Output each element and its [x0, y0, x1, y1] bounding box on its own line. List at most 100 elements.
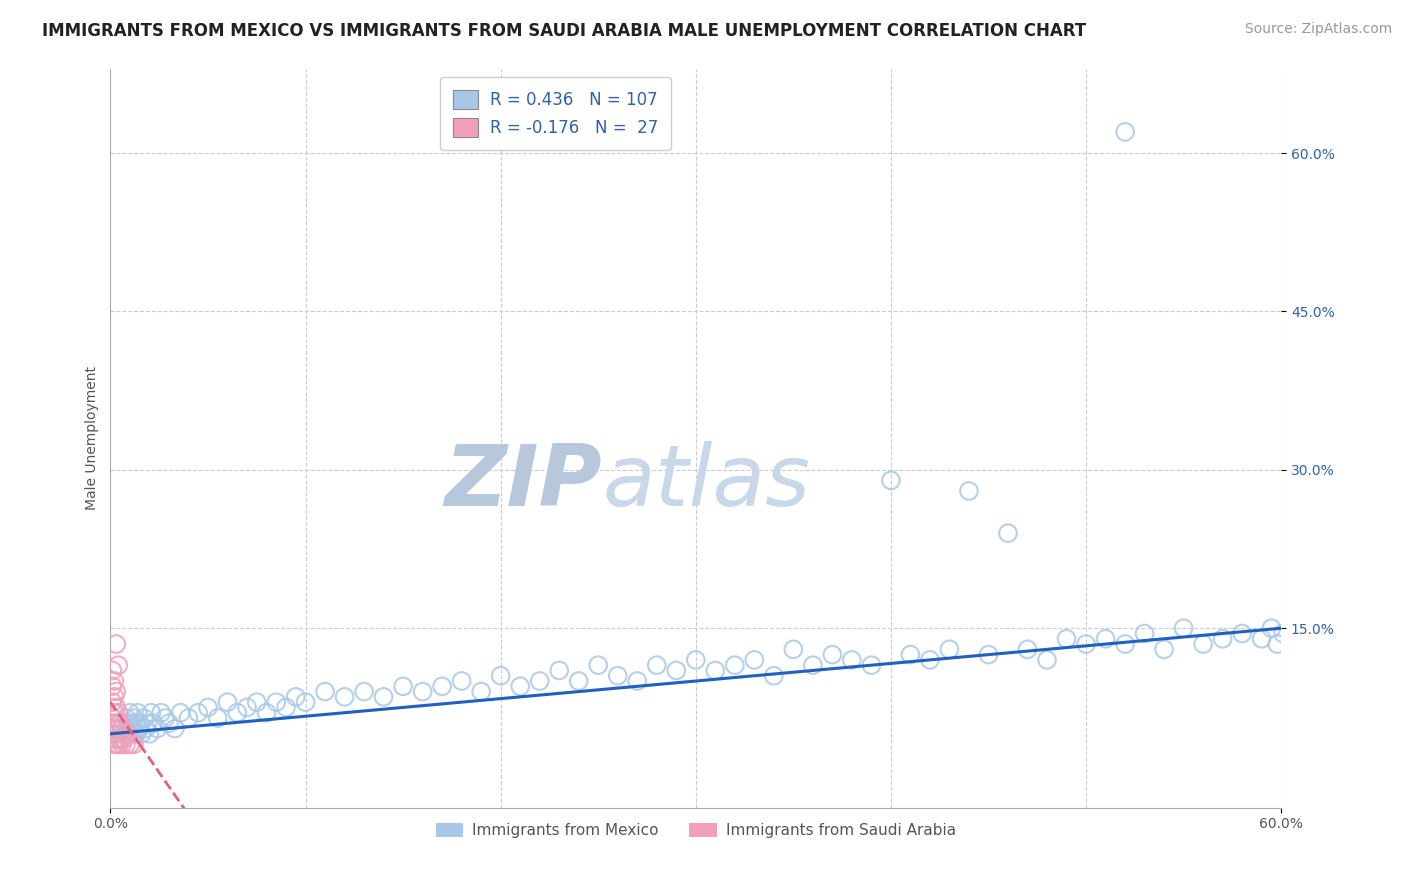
Point [704, 664, 727, 678]
Text: atlas: atlas [602, 441, 810, 524]
Point [1272, 626, 1295, 640]
Point [118, 727, 141, 741]
Point [115, 738, 138, 752]
Point [1114, 637, 1136, 651]
Point [353, 684, 375, 698]
Point [1056, 632, 1078, 646]
Point [1153, 642, 1175, 657]
Point [450, 673, 472, 688]
Point [101, 727, 124, 741]
Point [217, 695, 239, 709]
Point [586, 658, 609, 673]
Point [841, 653, 863, 667]
Legend: Immigrants from Mexico, Immigrants from Saudi Arabia: Immigrants from Mexico, Immigrants from … [429, 817, 962, 845]
Point [105, 732, 128, 747]
Point [264, 695, 287, 709]
Point [121, 722, 143, 736]
Point [430, 679, 453, 693]
Point [284, 690, 307, 704]
Point [108, 732, 131, 747]
Point [141, 706, 163, 720]
Point [127, 722, 149, 736]
Point [122, 727, 145, 741]
Point [122, 738, 145, 752]
Point [157, 716, 180, 731]
Point [256, 706, 278, 720]
Point [548, 664, 571, 678]
Point [1192, 637, 1215, 651]
Point [744, 653, 766, 667]
Point [103, 673, 125, 688]
Point [103, 722, 125, 736]
Point [105, 700, 128, 714]
Point [125, 727, 148, 741]
Point [997, 526, 1019, 541]
Point [150, 706, 173, 720]
Point [153, 711, 176, 725]
Point [606, 669, 628, 683]
Point [117, 716, 139, 731]
Point [1279, 632, 1302, 646]
Point [1250, 632, 1272, 646]
Point [136, 716, 159, 731]
Point [103, 690, 125, 704]
Point [125, 716, 148, 731]
Point [112, 732, 135, 747]
Point [107, 706, 129, 720]
Point [246, 695, 269, 709]
Point [626, 673, 648, 688]
Point [103, 727, 125, 741]
Point [762, 669, 785, 683]
Point [122, 711, 145, 725]
Point [957, 483, 980, 498]
Point [163, 722, 186, 736]
Point [111, 738, 134, 752]
Point [107, 722, 129, 736]
Point [146, 722, 169, 736]
Point [1260, 621, 1282, 635]
Point [197, 700, 219, 714]
Point [112, 727, 135, 741]
Point [101, 711, 124, 725]
Point [187, 706, 209, 720]
Point [470, 684, 492, 698]
Point [207, 711, 229, 725]
Point [314, 684, 336, 698]
Point [1230, 626, 1253, 640]
Point [1289, 621, 1312, 635]
Point [107, 738, 129, 752]
Point [135, 722, 157, 736]
Text: Source: ZipAtlas.com: Source: ZipAtlas.com [1244, 22, 1392, 37]
Point [111, 732, 134, 747]
Point [131, 727, 153, 741]
Point [1173, 621, 1195, 635]
Point [412, 684, 434, 698]
Point [103, 738, 125, 752]
Point [121, 716, 143, 731]
Point [1114, 125, 1136, 139]
Point [665, 664, 688, 678]
Point [103, 706, 125, 720]
Point [132, 711, 155, 725]
Point [101, 664, 124, 678]
Point [111, 722, 134, 736]
Point [1036, 653, 1059, 667]
Point [127, 706, 149, 720]
Point [373, 690, 395, 704]
Point [107, 738, 129, 752]
Point [724, 658, 747, 673]
Point [105, 637, 128, 651]
Point [103, 716, 125, 731]
Point [128, 716, 150, 731]
Point [226, 706, 249, 720]
Text: ZIP: ZIP [444, 441, 602, 524]
Point [128, 722, 150, 736]
Point [333, 690, 356, 704]
Point [938, 642, 960, 657]
Point [101, 695, 124, 709]
Point [111, 722, 134, 736]
Point [1074, 637, 1097, 651]
Point [101, 679, 124, 693]
Y-axis label: Male Unemployment: Male Unemployment [86, 366, 100, 510]
Point [115, 711, 138, 725]
